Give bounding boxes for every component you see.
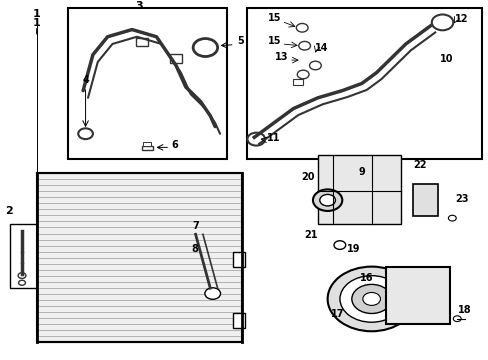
Text: 18: 18 [457,305,470,315]
Text: 21: 21 [303,230,317,240]
Bar [136,38,147,46]
Text: 3: 3 [135,1,143,11]
Bar [233,252,245,267]
Text: 22: 22 [412,160,426,170]
Circle shape [339,276,403,322]
Circle shape [447,215,455,221]
Bar [233,313,245,328]
Bar [68,8,227,159]
Text: 19: 19 [346,244,360,254]
Bar [246,8,481,159]
Circle shape [333,241,345,249]
Text: 4: 4 [82,76,89,85]
Circle shape [327,267,415,331]
Text: 1: 1 [33,18,41,28]
Circle shape [351,284,391,314]
Bar [412,184,437,216]
Bar [386,267,449,324]
Bar [293,79,303,85]
Bar [37,173,242,342]
Text: 1: 1 [33,9,41,19]
Bar [142,145,152,150]
Bar [317,155,400,224]
Text: 15: 15 [267,36,281,46]
Text: 15: 15 [267,13,281,23]
Text: 14: 14 [315,43,328,53]
Circle shape [362,292,380,305]
Circle shape [312,189,342,211]
Text: 16: 16 [359,273,373,283]
Text: 12: 12 [454,14,468,24]
Bar [10,224,39,288]
Text: 17: 17 [330,309,344,319]
Circle shape [204,288,220,299]
Text: 9: 9 [358,167,365,177]
Text: 10: 10 [439,54,453,64]
Text: 13: 13 [274,52,288,62]
Text: 7: 7 [192,221,199,231]
Text: 23: 23 [454,194,468,204]
Circle shape [319,194,335,206]
Bar [170,54,182,63]
Text: 6: 6 [171,140,178,150]
Text: 20: 20 [301,172,314,183]
Text: 8: 8 [191,244,198,254]
Circle shape [452,316,460,321]
Text: 11: 11 [266,133,280,143]
Bar [143,142,151,145]
Text: 2: 2 [5,206,13,216]
Text: 5: 5 [237,36,244,46]
